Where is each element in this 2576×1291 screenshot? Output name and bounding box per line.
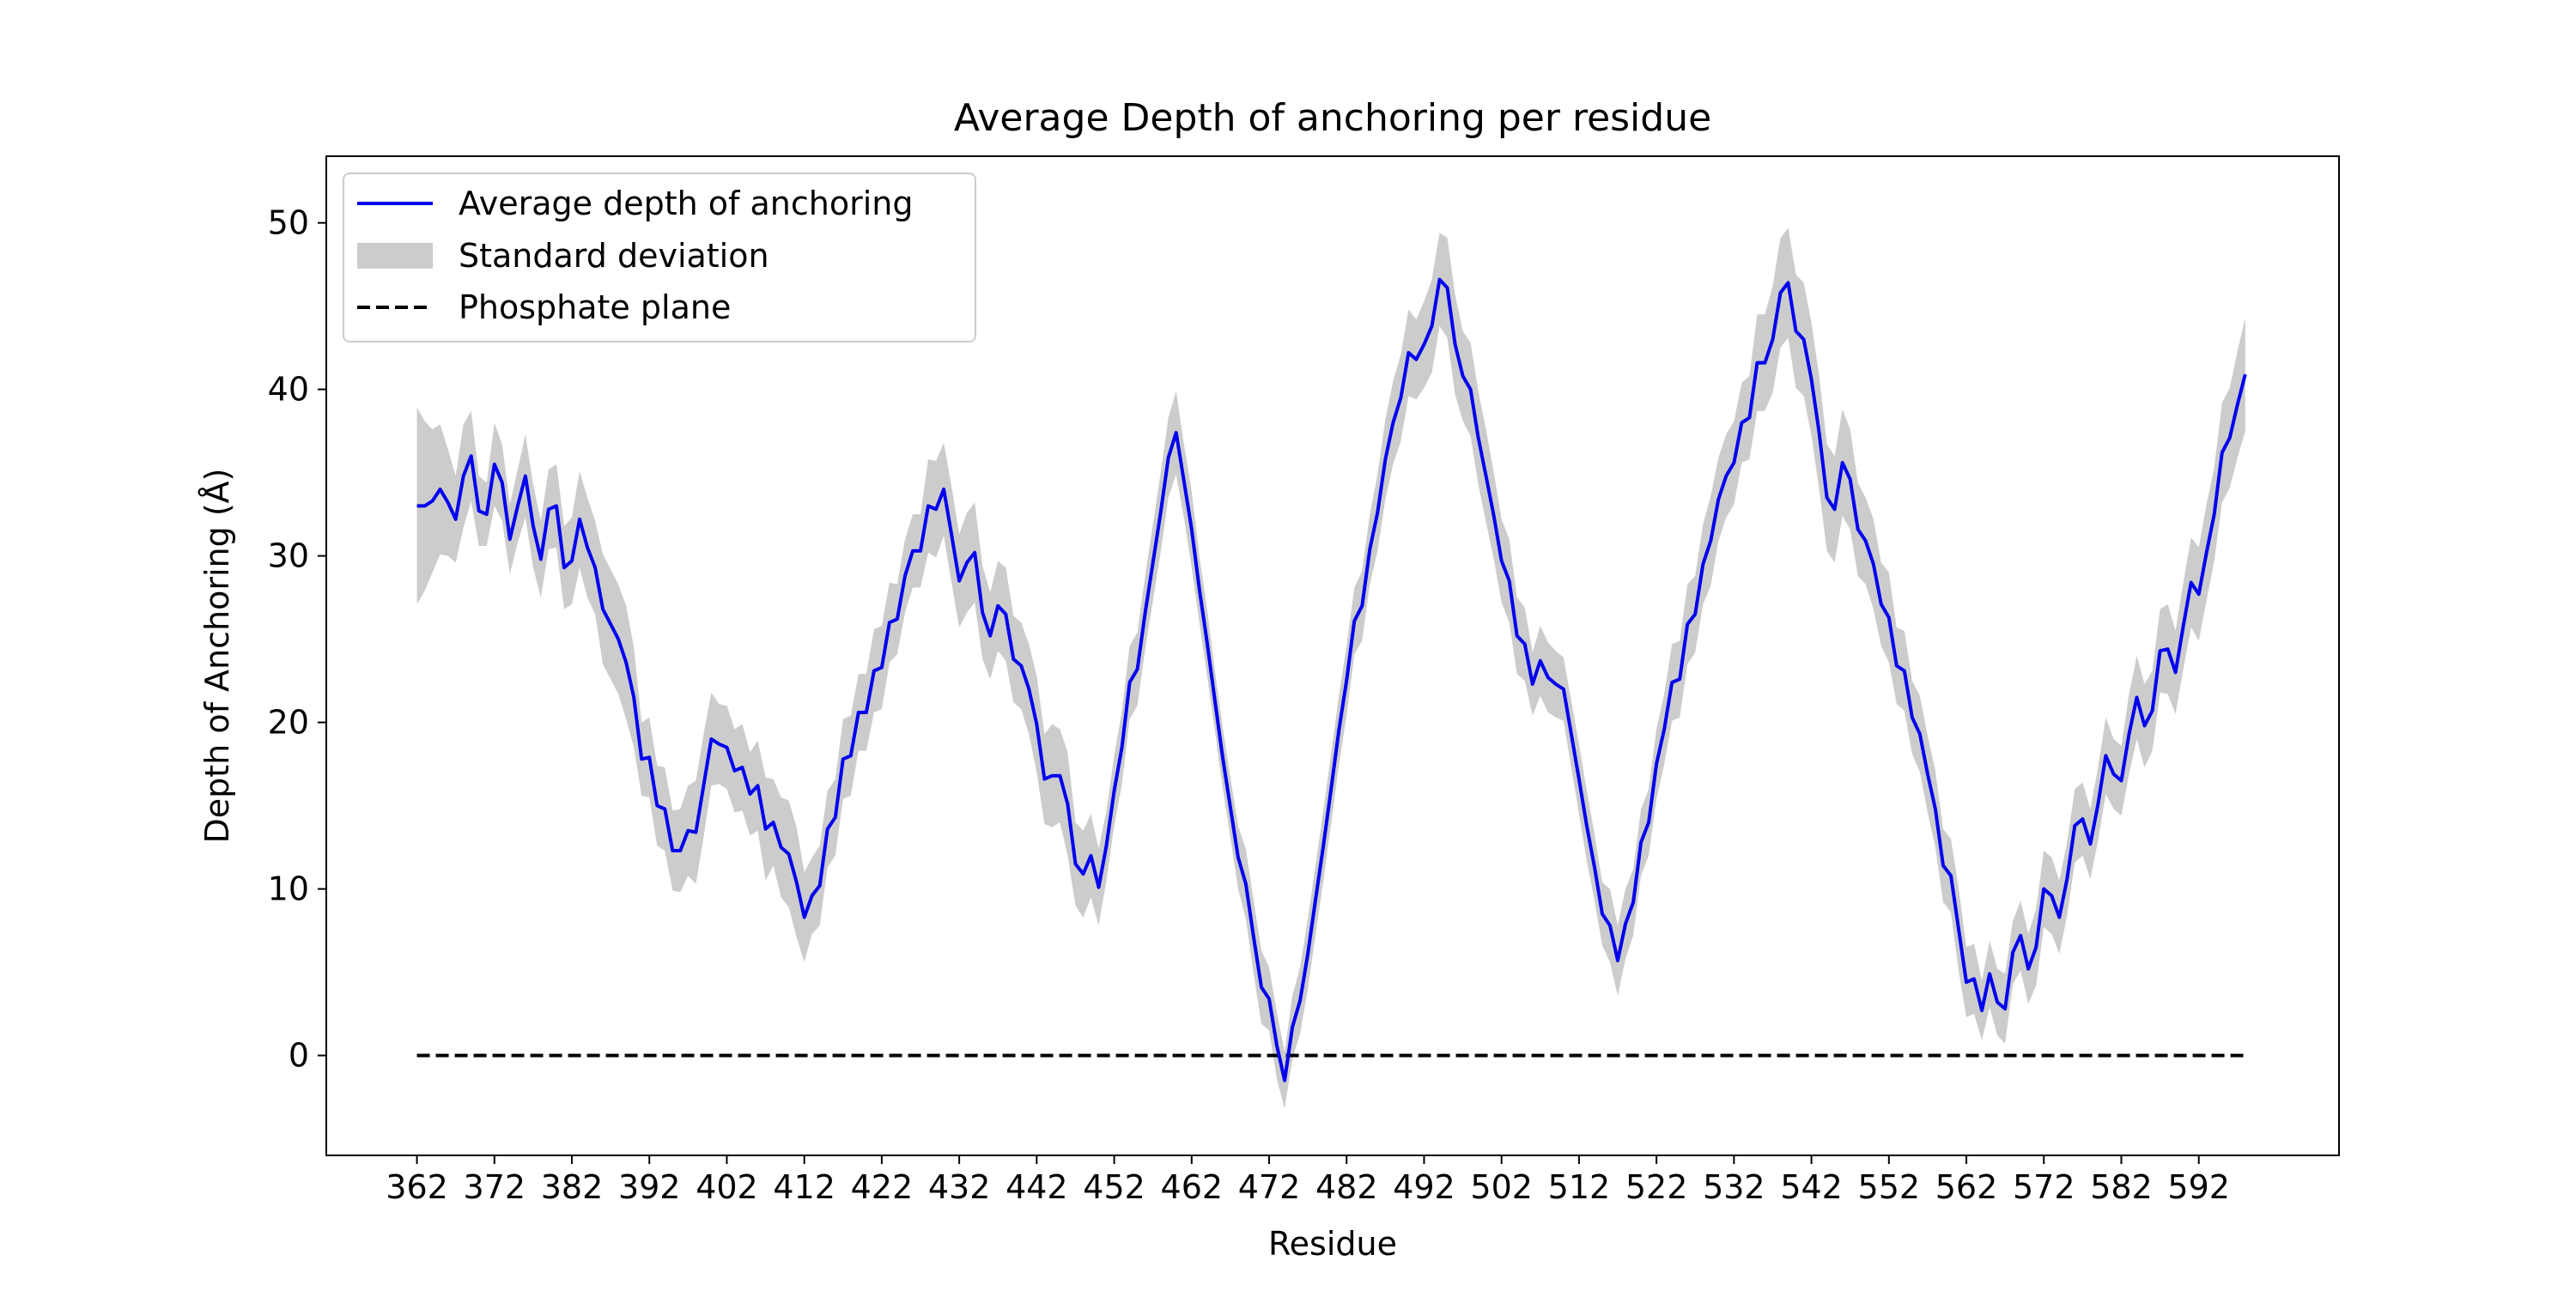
- y-tick-label: 30: [268, 537, 309, 575]
- x-tick-label: 372: [464, 1168, 526, 1206]
- x-tick-label: 502: [1470, 1168, 1533, 1206]
- x-axis-label: Residue: [1268, 1225, 1397, 1263]
- x-tick-label: 532: [1703, 1168, 1765, 1206]
- x-tick-label: 492: [1393, 1168, 1455, 1206]
- plot-frame: [325, 155, 2340, 1156]
- x-tick-label: 432: [928, 1168, 991, 1206]
- x-tick-label: 482: [1315, 1168, 1378, 1206]
- y-axis-label: Depth of Anchoring (Å): [198, 469, 236, 844]
- y-tick-label: 40: [268, 371, 309, 409]
- legend-band-swatch: [357, 243, 433, 269]
- x-tick-label: 422: [851, 1168, 914, 1206]
- x-tick-label: 592: [2167, 1168, 2230, 1206]
- y-tick-label: 10: [268, 870, 309, 908]
- x-tick-label: 542: [1780, 1168, 1843, 1206]
- x-tick-label: 392: [618, 1168, 681, 1206]
- legend-box: [343, 173, 976, 342]
- legend-label-std: Standard deviation: [459, 237, 769, 275]
- y-axis-ticks: 0 10 20 30 40 50: [268, 204, 326, 1075]
- x-tick-label: 442: [1005, 1168, 1068, 1206]
- x-axis-ticks: 362 372 382 392 402 412 422 432 442 452 462 472 482 4…: [386, 1155, 2230, 1206]
- x-tick-label: 522: [1625, 1168, 1688, 1206]
- x-tick-label: 552: [1858, 1168, 1921, 1206]
- x-tick-label: 452: [1083, 1168, 1145, 1206]
- x-tick-label: 382: [541, 1168, 604, 1206]
- chart-title: Average Depth of anchoring per residue: [954, 96, 1711, 140]
- average-depth-line: [416, 277, 2247, 1082]
- x-tick-label: 512: [1548, 1168, 1611, 1206]
- y-tick-label: 20: [268, 704, 309, 742]
- x-tick-label: 462: [1161, 1168, 1224, 1206]
- legend: Average depth of anchoring Standard devi…: [343, 173, 976, 342]
- series-line-layer: [416, 277, 2247, 1082]
- y-tick-label: 50: [268, 204, 309, 242]
- x-tick-label: 582: [2090, 1168, 2153, 1206]
- x-tick-label: 412: [773, 1168, 835, 1206]
- x-tick-label: 562: [1935, 1168, 1998, 1206]
- y-tick-label: 0: [289, 1037, 309, 1075]
- x-tick-label: 362: [386, 1168, 448, 1206]
- x-tick-label: 472: [1238, 1168, 1301, 1206]
- legend-label-phosphate: Phosphate plane: [459, 288, 731, 326]
- x-tick-label: 402: [696, 1168, 758, 1206]
- legend-label-average: Average depth of anchoring: [459, 185, 914, 222]
- x-tick-label: 572: [2013, 1168, 2075, 1206]
